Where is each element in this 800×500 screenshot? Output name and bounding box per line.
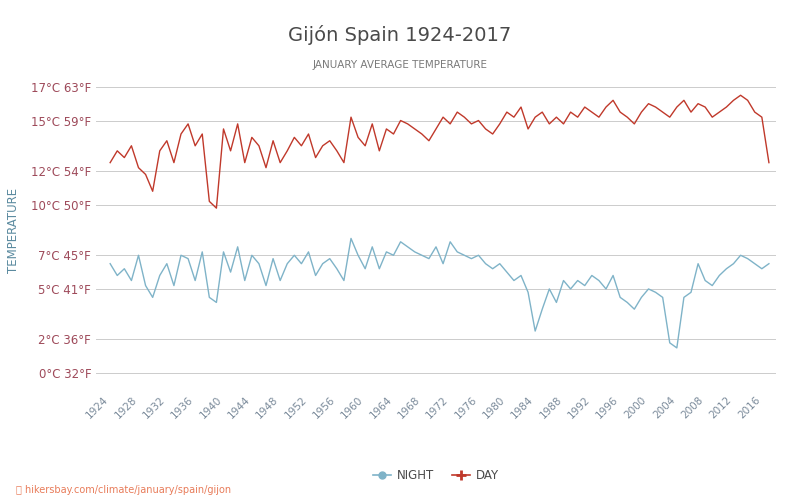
Text: 📍 hikersbay.com/climate/january/spain/gijon: 📍 hikersbay.com/climate/january/spain/gi… bbox=[16, 485, 231, 495]
Legend: NIGHT, DAY: NIGHT, DAY bbox=[369, 464, 503, 486]
Y-axis label: TEMPERATURE: TEMPERATURE bbox=[6, 188, 20, 272]
Text: Gijón Spain 1924-2017: Gijón Spain 1924-2017 bbox=[288, 25, 512, 45]
Text: JANUARY AVERAGE TEMPERATURE: JANUARY AVERAGE TEMPERATURE bbox=[313, 60, 487, 70]
